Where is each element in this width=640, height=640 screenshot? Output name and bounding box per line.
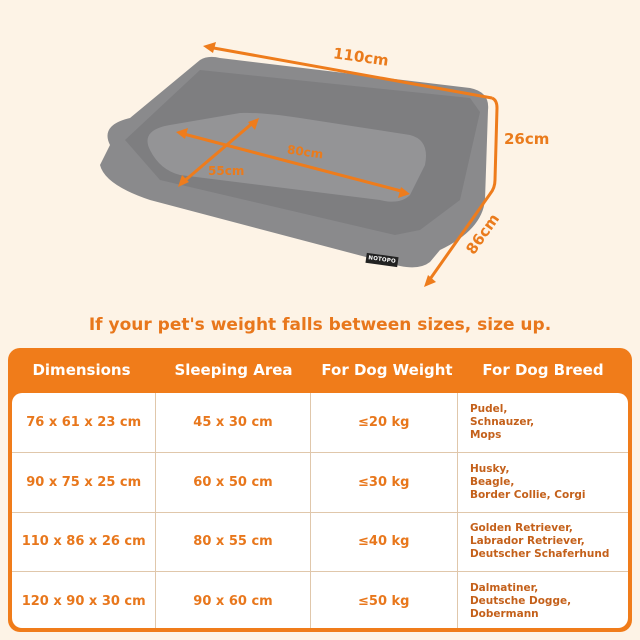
cell-sleeping-area: 60 x 50 cm: [156, 452, 311, 512]
cell-dimensions: 110 x 86 x 26 cm: [12, 512, 157, 572]
inner-width-label: 55cm: [208, 164, 245, 178]
header-dimensions: Dimensions: [32, 361, 131, 379]
cell-sleeping-area: 90 x 60 cm: [156, 572, 311, 628]
dog-bed-illustration: [100, 42, 499, 287]
product-image: NOTOPO 110cm 26cm 86cm 80cm 55cm: [0, 0, 640, 300]
cell-dimensions: 120 x 90 x 30 cm: [12, 572, 157, 628]
cell-weight: ≤30 kg: [311, 452, 458, 512]
cell-weight: ≤40 kg: [311, 512, 458, 572]
table-body: 76 x 61 x 23 cm 45 x 30 cm ≤20 kg Pudel,…: [12, 393, 628, 628]
header-dog-weight: For Dog Weight: [321, 361, 453, 379]
sizing-tip: If your pet's weight falls between sizes…: [88, 315, 552, 335]
table-header: Dimensions Sleeping Area For Dog Weight …: [8, 348, 632, 392]
table-row: 110 x 86 x 26 cm 80 x 55 cm ≤40 kg Golde…: [12, 512, 628, 573]
cell-breed: Pudel, Schnauzer, Mops: [469, 402, 535, 441]
height-label: 26cm: [504, 130, 550, 148]
cell-dimensions: 90 x 75 x 25 cm: [12, 452, 157, 512]
table-row: 120 x 90 x 30 cm 90 x 60 cm ≤50 kg Dalma…: [12, 572, 628, 628]
cell-sleeping-area: 80 x 55 cm: [156, 512, 311, 572]
cell-sleeping-area: 45 x 30 cm: [156, 393, 311, 452]
cell-breed: Golden Retriever, Labrador Retriever, De…: [469, 522, 610, 561]
cell-breed: Dalmatiner, Deutsche Dogge, Dobermann: [469, 582, 572, 621]
header-sleeping-area: Sleeping Area: [174, 361, 293, 379]
header-dog-breed: For Dog Breed: [482, 361, 604, 379]
cell-dimensions: 76 x 61 x 23 cm: [12, 393, 157, 452]
cell-breed: Husky, Beagle, Border Collie, Corgi: [469, 462, 586, 501]
table-row: 90 x 75 x 25 cm 60 x 50 cm ≤30 kg Husky,…: [12, 452, 628, 513]
cell-weight: ≤20 kg: [311, 393, 458, 452]
table-row: 76 x 61 x 23 cm 45 x 30 cm ≤20 kg Pudel,…: [12, 393, 628, 453]
cell-weight: ≤50 kg: [311, 572, 458, 628]
size-table: Dimensions Sleeping Area For Dog Weight …: [8, 348, 632, 632]
